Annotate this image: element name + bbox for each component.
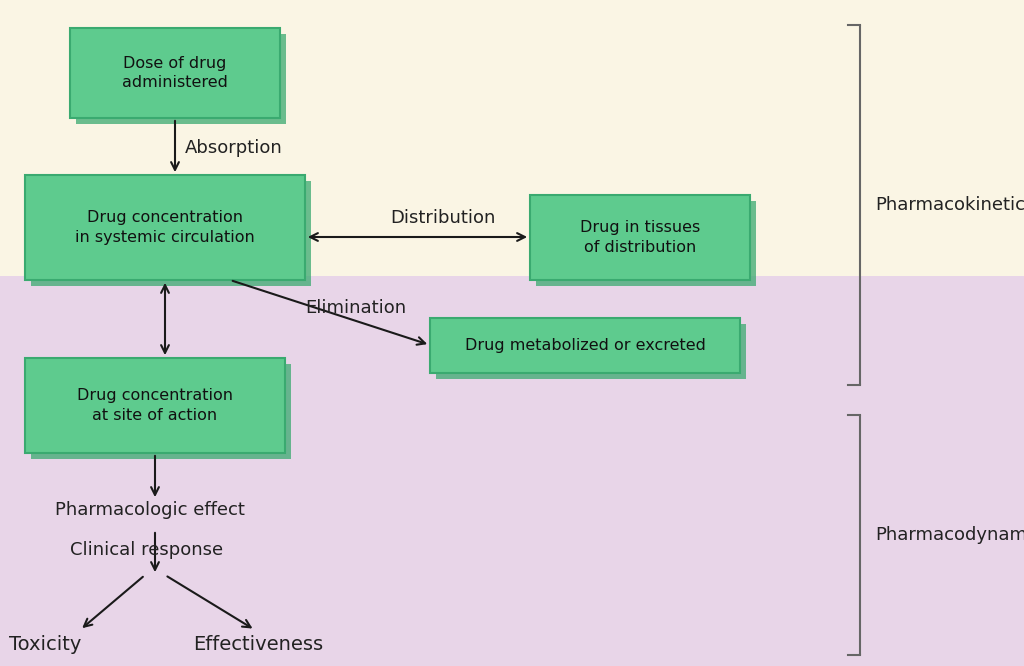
Bar: [31, 181, 311, 286]
Bar: [0, 276, 1024, 666]
Text: Effectiveness: Effectiveness: [193, 635, 323, 655]
Bar: [436, 324, 746, 379]
Text: Pharmacokinetics: Pharmacokinetics: [874, 196, 1024, 214]
Text: Drug concentration
at site of action: Drug concentration at site of action: [77, 388, 233, 423]
Bar: [430, 318, 740, 373]
Text: Clinical response: Clinical response: [70, 541, 223, 559]
Bar: [530, 195, 750, 280]
Text: Pharmacodynamics: Pharmacodynamics: [874, 526, 1024, 544]
Bar: [536, 201, 756, 286]
Bar: [25, 175, 305, 280]
Bar: [25, 358, 285, 453]
Text: Drug metabolized or excreted: Drug metabolized or excreted: [465, 338, 706, 353]
Text: Toxicity: Toxicity: [9, 635, 81, 655]
Bar: [0, 0, 1024, 276]
Text: Drug concentration
in systemic circulation: Drug concentration in systemic circulati…: [75, 210, 255, 245]
Bar: [31, 364, 291, 459]
Text: Drug in tissues
of distribution: Drug in tissues of distribution: [580, 220, 700, 255]
Text: Dose of drug
administered: Dose of drug administered: [122, 55, 228, 91]
Bar: [70, 28, 280, 118]
Text: Distribution: Distribution: [390, 209, 496, 227]
Text: Elimination: Elimination: [305, 299, 407, 317]
Text: Absorption: Absorption: [185, 139, 283, 157]
Bar: [76, 34, 286, 124]
Text: Pharmacologic effect: Pharmacologic effect: [55, 501, 245, 519]
